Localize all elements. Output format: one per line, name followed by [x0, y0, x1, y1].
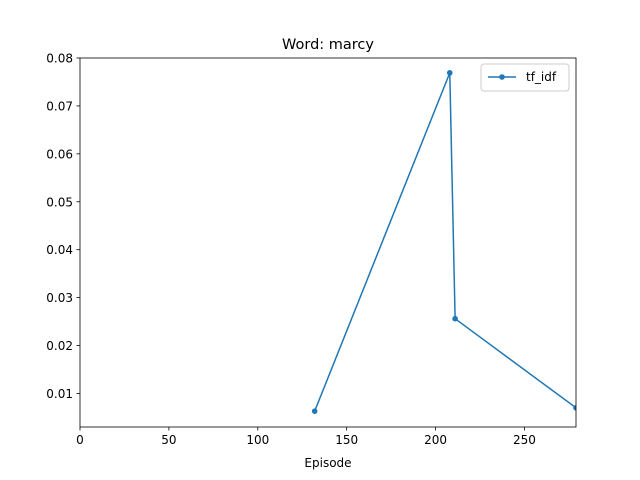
y-axis-ticks: 0.01 0.02 0.03 0.04 0.05 0.06 0.07 0.08	[46, 52, 80, 401]
x-axis-ticks: 0 50 100 150 200 250	[76, 427, 536, 447]
y-tick-label: 0.08	[46, 52, 73, 66]
data-point	[311, 408, 318, 414]
x-tick-label: 100	[246, 433, 269, 447]
y-tick-label: 0.07	[46, 99, 73, 113]
x-tick-label: 250	[513, 433, 536, 447]
chart-title: Word: marcy	[282, 37, 374, 53]
y-tick-label: 0.01	[46, 387, 73, 401]
data-point	[452, 315, 458, 322]
plot-frame	[79, 57, 577, 428]
y-tick-label: 0.02	[46, 339, 73, 353]
y-tick-label: 0.05	[46, 195, 73, 209]
data-point	[446, 70, 453, 76]
x-tick-label: 150	[335, 433, 358, 447]
legend-marker	[499, 74, 505, 80]
legend-box	[480, 63, 570, 92]
legend-label: tf_idf	[526, 70, 557, 84]
x-axis-label: Episode	[304, 456, 351, 470]
series-line	[313, 72, 576, 412]
x-tick-label: 200	[424, 433, 447, 447]
series-layer	[311, 70, 576, 414]
series-group	[311, 70, 576, 414]
plot-area	[80, 58, 576, 427]
y-tick-label: 0.03	[46, 291, 73, 305]
data-point	[573, 405, 576, 411]
legend: tf_idf	[480, 63, 570, 92]
x-tick-label: 0	[76, 433, 84, 447]
y-tick-label: 0.04	[46, 243, 73, 257]
y-tick-label: 0.06	[46, 147, 73, 161]
x-tick-label: 50	[161, 433, 176, 447]
